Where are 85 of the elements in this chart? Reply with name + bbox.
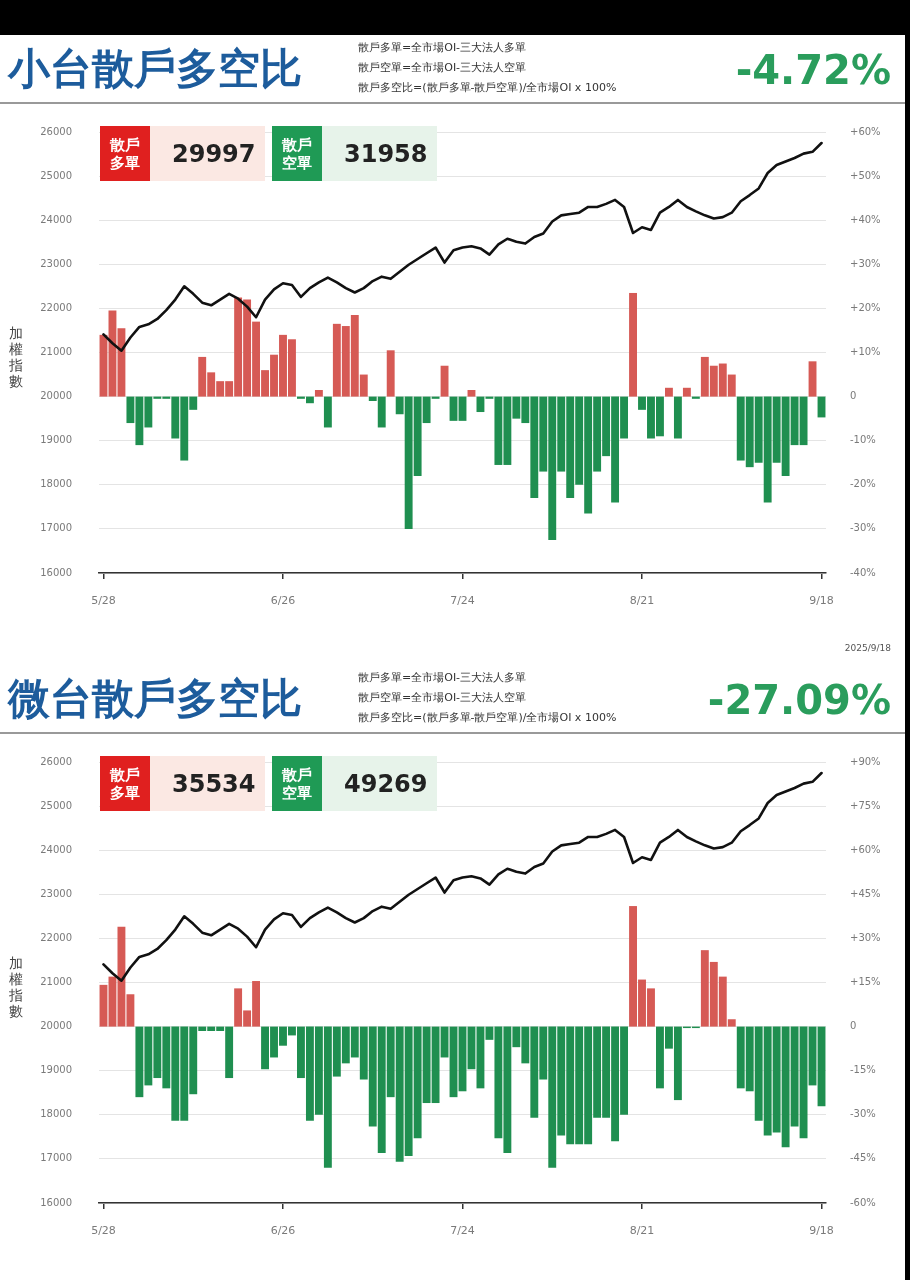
y-tick-label: 18000	[40, 1108, 72, 1120]
annotation: 散戶空單	[281, 765, 313, 802]
y-axis-title: 加權指數	[9, 955, 23, 1019]
y2-tick-label: +60%	[850, 125, 881, 137]
y2-tick-label: +20%	[850, 301, 881, 313]
y2-tick-label: -30%	[850, 522, 876, 534]
y2-tick-label: -10%	[850, 434, 876, 446]
y2-tick-label: +40%	[850, 213, 881, 225]
x-tick-label: 9/18	[809, 1224, 834, 1238]
text: 散戶多單=全市場OI-三大法人多單	[358, 40, 528, 56]
y2-tick-label: +75%	[850, 799, 881, 811]
chart-title: 微台散戶多空比	[8, 673, 302, 725]
text: 散戶多空比=(散戶多單-散戶空單)/全市場OI x 100%	[358, 710, 617, 726]
y-tick-label: 20000	[40, 390, 72, 402]
y2-tick-label: +10%	[850, 346, 881, 358]
y2-tick-label: 0	[850, 1020, 857, 1032]
bar	[314, 389, 323, 397]
y2-tick-label: 0	[850, 390, 857, 402]
y-axis-title: 加權指數	[9, 325, 23, 389]
y2-tick-label: -30%	[850, 1108, 876, 1120]
bar	[808, 361, 817, 397]
y2-tick-label: +15%	[850, 976, 881, 988]
y-tick-label: 24000	[40, 213, 72, 225]
text: 散戶多單=全市場OI-三大法人多單	[358, 670, 528, 686]
bar	[673, 396, 682, 439]
x-tick-label: 9/18	[809, 594, 834, 608]
y-tick-label: 21000	[40, 346, 72, 358]
y2-tick-label: +50%	[850, 169, 881, 181]
y-tick-label: 23000	[40, 887, 72, 899]
annotation: 散戶空單	[281, 135, 313, 172]
bar	[629, 292, 637, 397]
x-tick-label: 6/26	[270, 1224, 296, 1238]
y-tick-label: 21000	[40, 976, 72, 988]
text: 2025/9/18	[844, 643, 891, 653]
x-tick-label: 8/21	[629, 594, 655, 608]
bar	[664, 387, 673, 397]
text: 散戶空單=全市場OI-三大法人空單	[358, 690, 528, 706]
y-tick-label: 26000	[40, 755, 72, 767]
y2-tick-label: -45%	[850, 1152, 876, 1164]
y-tick-label: 18000	[40, 478, 72, 490]
x-tick-label: 7/24	[450, 594, 475, 608]
annotation: 49269	[344, 769, 428, 798]
y-tick-label: 20000	[40, 1020, 72, 1032]
y-tick-label: 25000	[40, 169, 72, 181]
x-tick-label: 5/28	[91, 594, 116, 608]
x-tick-label: 6/26	[270, 594, 296, 608]
y-tick-label: 16000	[40, 566, 72, 578]
x-tick-label: 7/24	[450, 1224, 475, 1238]
y-tick-label: 19000	[40, 434, 72, 446]
y2-tick-label: -20%	[850, 478, 876, 490]
x-tick-label: 8/21	[629, 1224, 655, 1238]
bar	[682, 387, 691, 397]
annotation: 散戶多單	[109, 135, 141, 172]
annotation: 35534	[172, 769, 256, 798]
y-tick-label: 23000	[40, 257, 72, 269]
y2-tick-label: +45%	[850, 887, 881, 899]
bar	[386, 350, 395, 397]
y2-tick-label: +30%	[850, 257, 881, 269]
bar	[691, 396, 700, 399]
bar	[323, 396, 332, 428]
y-tick-label: 25000	[40, 799, 72, 811]
y2-tick-label: +90%	[850, 755, 881, 767]
y2-tick-label: -15%	[850, 1064, 876, 1076]
y-tick-label: 22000	[40, 931, 72, 943]
y-tick-label: 19000	[40, 1064, 72, 1076]
bar	[467, 389, 476, 397]
annotation: 散戶多單	[109, 765, 141, 802]
y-tick-label: 26000	[40, 125, 72, 137]
x-tick-label: 5/28	[91, 1224, 116, 1238]
y-tick-label: 22000	[40, 301, 72, 313]
y-tick-label: 17000	[40, 522, 72, 534]
annotation: 31958	[344, 139, 428, 168]
y-tick-label: 17000	[40, 1152, 72, 1164]
chart-title: 小台散戶多空比	[8, 43, 302, 95]
y2-tick-label: -40%	[850, 566, 876, 578]
text: 散戶空單=全市場OI-三大法人空單	[358, 60, 528, 76]
y2-tick-label: +60%	[850, 843, 881, 855]
text: -4.72%	[735, 46, 891, 95]
y-tick-label: 24000	[40, 843, 72, 855]
annotation: 29997	[172, 139, 256, 168]
y2-tick-label: +30%	[850, 931, 881, 943]
y2-tick-label: -60%	[850, 1196, 876, 1208]
text: -27.09%	[707, 676, 891, 725]
text: 散戶多空比=(散戶多單-散戶空單)/全市場OI x 100%	[358, 80, 617, 96]
y-tick-label: 16000	[40, 1196, 72, 1208]
